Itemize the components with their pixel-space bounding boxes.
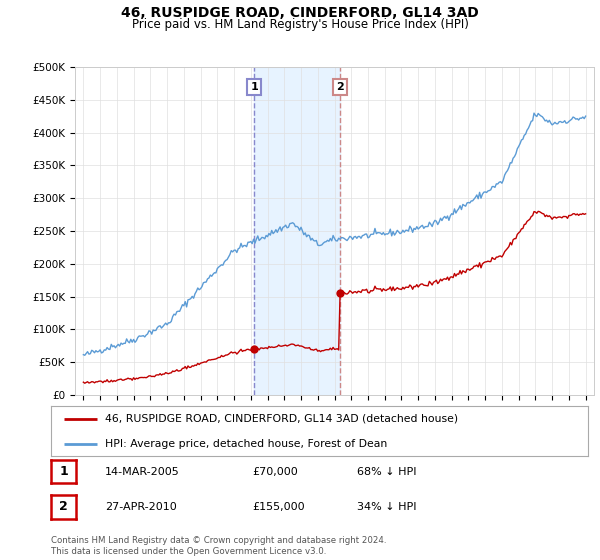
Text: £70,000: £70,000 bbox=[252, 466, 298, 477]
Text: 1: 1 bbox=[59, 465, 68, 478]
Text: 46, RUSPIDGE ROAD, CINDERFORD, GL14 3AD (detached house): 46, RUSPIDGE ROAD, CINDERFORD, GL14 3AD … bbox=[105, 414, 458, 423]
Bar bbox=[254, 67, 340, 395]
Text: 1: 1 bbox=[250, 82, 258, 92]
Text: HPI: Average price, detached house, Forest of Dean: HPI: Average price, detached house, Fore… bbox=[105, 439, 387, 449]
Text: 2: 2 bbox=[59, 500, 68, 514]
Text: Contains HM Land Registry data © Crown copyright and database right 2024.
This d: Contains HM Land Registry data © Crown c… bbox=[51, 536, 386, 556]
Text: 2: 2 bbox=[336, 82, 344, 92]
Text: Price paid vs. HM Land Registry's House Price Index (HPI): Price paid vs. HM Land Registry's House … bbox=[131, 18, 469, 31]
Text: 46, RUSPIDGE ROAD, CINDERFORD, GL14 3AD: 46, RUSPIDGE ROAD, CINDERFORD, GL14 3AD bbox=[121, 6, 479, 20]
Text: 14-MAR-2005: 14-MAR-2005 bbox=[105, 466, 180, 477]
Text: 68% ↓ HPI: 68% ↓ HPI bbox=[357, 466, 416, 477]
Text: 27-APR-2010: 27-APR-2010 bbox=[105, 502, 177, 512]
Text: £155,000: £155,000 bbox=[252, 502, 305, 512]
Text: 34% ↓ HPI: 34% ↓ HPI bbox=[357, 502, 416, 512]
